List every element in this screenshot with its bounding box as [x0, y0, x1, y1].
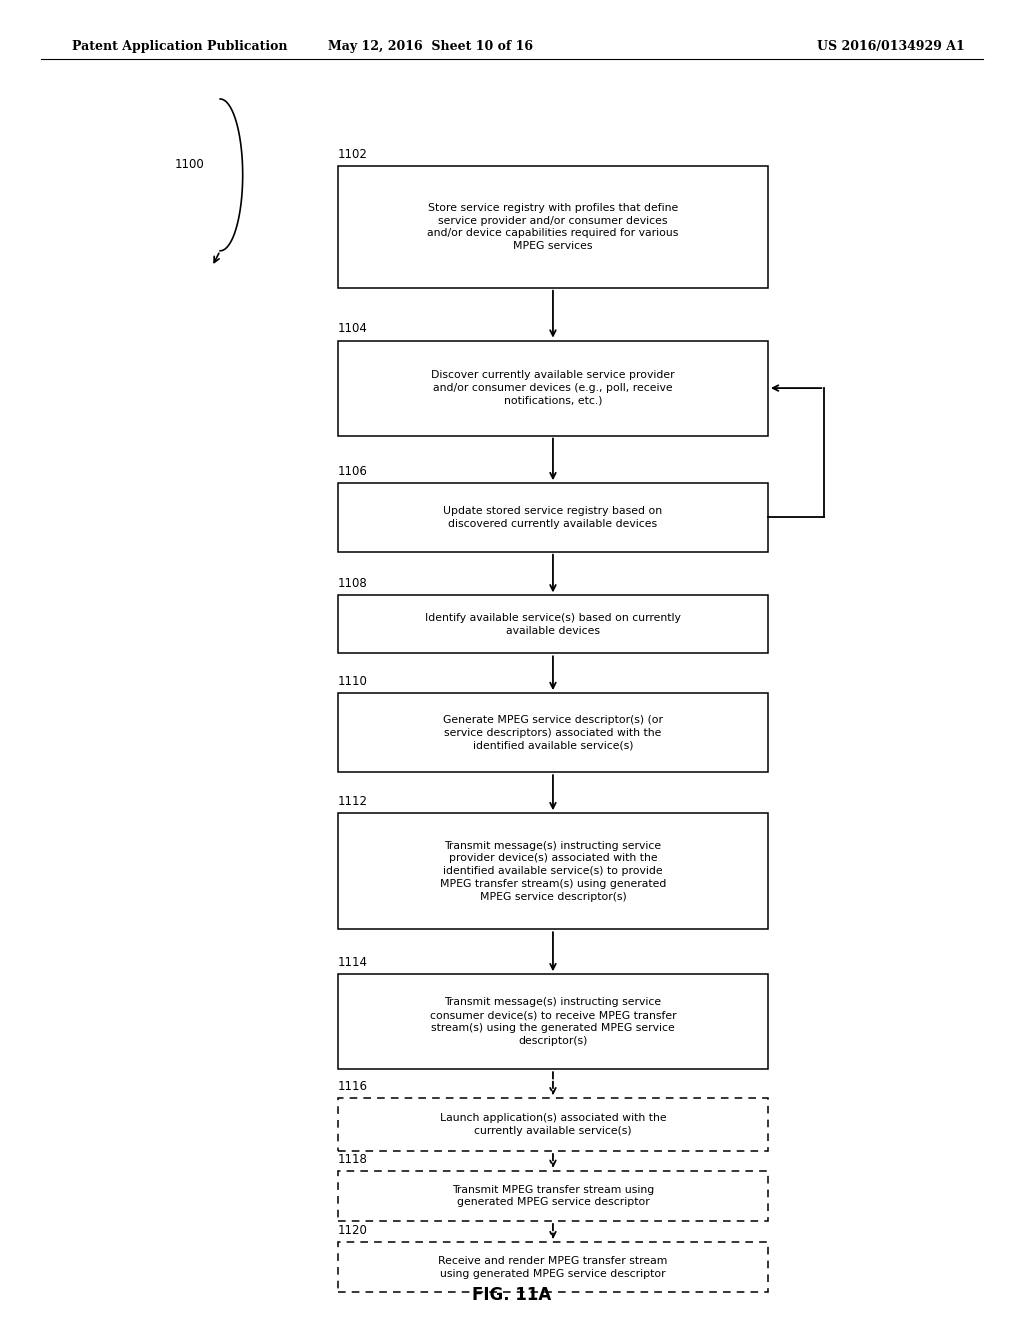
- Text: Launch application(s) associated with the
currently available service(s): Launch application(s) associated with th…: [439, 1113, 667, 1137]
- Bar: [338, 595, 768, 653]
- Bar: [338, 166, 768, 288]
- Text: Update stored service registry based on
discovered currently available devices: Update stored service registry based on …: [443, 506, 663, 529]
- Text: 1120: 1120: [338, 1224, 368, 1237]
- Text: Patent Application Publication: Patent Application Publication: [72, 40, 287, 53]
- Bar: [338, 483, 768, 552]
- Text: 1114: 1114: [338, 956, 368, 969]
- Text: Generate MPEG service descriptor(s) (or
service descriptors) associated with the: Generate MPEG service descriptor(s) (or …: [443, 715, 663, 750]
- Text: 1102: 1102: [338, 148, 368, 161]
- Text: Transmit MPEG transfer stream using
generated MPEG service descriptor: Transmit MPEG transfer stream using gene…: [452, 1184, 654, 1208]
- Text: Identify available service(s) based on currently
available devices: Identify available service(s) based on c…: [425, 612, 681, 636]
- Bar: [338, 341, 768, 436]
- Text: 1100: 1100: [175, 158, 205, 172]
- Bar: [338, 974, 768, 1069]
- Text: US 2016/0134929 A1: US 2016/0134929 A1: [817, 40, 965, 53]
- Text: 1110: 1110: [338, 675, 368, 688]
- Text: 1104: 1104: [338, 322, 368, 335]
- Bar: [338, 1098, 768, 1151]
- Bar: [338, 1171, 768, 1221]
- Text: 1116: 1116: [338, 1080, 368, 1093]
- Text: 1112: 1112: [338, 795, 368, 808]
- Text: Receive and render MPEG transfer stream
using generated MPEG service descriptor: Receive and render MPEG transfer stream …: [438, 1255, 668, 1279]
- Text: Discover currently available service provider
and/or consumer devices (e.g., pol: Discover currently available service pro…: [431, 371, 675, 405]
- Text: 1106: 1106: [338, 465, 368, 478]
- Text: Store service registry with profiles that define
service provider and/or consume: Store service registry with profiles tha…: [427, 203, 679, 251]
- Text: Transmit message(s) instructing service
consumer device(s) to receive MPEG trans: Transmit message(s) instructing service …: [430, 998, 676, 1045]
- Text: FIG. 11A: FIG. 11A: [472, 1286, 552, 1304]
- Text: 1108: 1108: [338, 577, 368, 590]
- Text: May 12, 2016  Sheet 10 of 16: May 12, 2016 Sheet 10 of 16: [328, 40, 532, 53]
- Bar: [338, 693, 768, 772]
- Text: 1118: 1118: [338, 1152, 368, 1166]
- Bar: [338, 1242, 768, 1292]
- Bar: [338, 813, 768, 929]
- Text: Transmit message(s) instructing service
provider device(s) associated with the
i: Transmit message(s) instructing service …: [439, 841, 667, 902]
